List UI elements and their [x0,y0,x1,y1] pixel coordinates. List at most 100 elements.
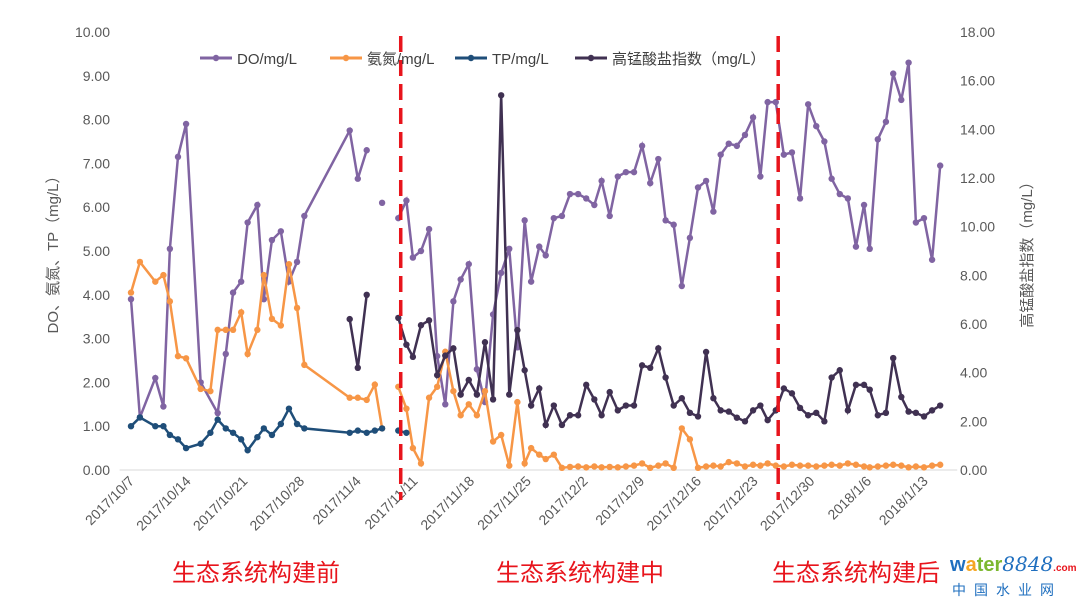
data-point-1 [550,451,558,458]
data-point-3 [686,409,694,417]
data-point-0 [174,153,182,161]
data-point-0 [566,190,574,198]
data-point-3 [550,402,558,409]
data-point-0 [912,219,920,226]
data-point-2 [277,420,285,428]
data-point-1 [521,460,528,467]
data-point-3 [874,412,882,419]
y-tick-label: 9.00 [83,68,110,84]
y-tick-label: 1.00 [83,418,110,434]
data-point-2 [136,414,144,421]
series-line-3 [397,95,941,430]
data-point-3 [860,381,868,389]
y2-tick-label: 0.00 [960,462,987,478]
data-point-0 [268,236,276,244]
data-point-1 [237,309,245,316]
data-point-2 [285,405,293,412]
data-point-0 [425,225,433,233]
data-point-0 [717,151,724,158]
legend-label-2: TP/mg/L [492,51,549,68]
data-point-1 [898,462,905,469]
data-point-3 [733,414,741,421]
data-point-0 [936,162,944,169]
data-point-1 [614,464,622,471]
data-point-3 [804,412,812,419]
data-point-1 [583,464,590,471]
data-point-2 [152,423,159,430]
data-point-1 [371,381,379,388]
data-point-0 [710,208,717,215]
x-tick-label: 2017/12/2 [535,473,591,529]
y-tick-label: 4.00 [83,287,110,303]
data-point-0 [821,138,828,145]
data-point-0 [780,151,788,158]
data-point-1 [866,464,873,471]
data-point-0 [182,120,190,128]
data-point-1 [749,461,757,468]
data-point-1 [506,462,513,469]
legend-marker-2 [467,54,475,62]
data-point-3 [710,395,717,402]
data-point-0 [542,252,549,259]
data-point-3 [465,376,472,384]
data-point-0 [764,98,771,106]
data-point-3 [844,407,852,414]
data-point-1 [301,361,308,369]
data-point-0 [866,245,873,253]
data-point-3 [583,381,590,389]
data-point-0 [686,234,694,242]
data-point-3 [912,409,920,417]
data-point-1 [574,463,582,470]
data-point-0 [882,118,890,125]
data-point-1 [725,458,732,466]
phase-label-during: 生态系统构建中 [496,559,664,587]
data-point-0 [521,217,528,224]
data-point-3 [514,326,521,334]
data-point-1 [214,326,221,334]
data-point-0 [844,195,852,202]
x-tick-label: 2017/12/30 [757,473,818,534]
data-point-1 [813,463,820,470]
x-tick-label: 2017/12/9 [592,473,648,529]
data-point-1 [764,460,771,467]
data-point-1 [566,463,574,471]
data-point-3 [425,317,433,324]
data-point-0 [725,140,732,147]
data-point-0 [694,184,702,191]
data-point-0 [222,350,229,358]
data-point-3 [780,385,788,392]
y-axis-title: DO、氨氮、TP（mg/L） [45,168,62,333]
data-point-1 [733,460,741,467]
data-point-1 [606,463,613,471]
data-point-2 [346,429,353,436]
data-point-0 [237,278,245,285]
data-point-1 [260,271,268,279]
data-point-0 [890,70,897,77]
data-point-0 [772,98,779,106]
data-point-1 [936,461,944,468]
data-point-2 [244,447,251,454]
y-tick-label: 3.00 [83,331,110,347]
data-point-3 [821,418,828,425]
data-point-2 [403,429,410,436]
data-point-0 [591,201,598,209]
data-point-1 [591,463,598,470]
data-point-0 [160,403,167,410]
data-point-3 [558,421,566,429]
y-tick-label: 5.00 [83,243,110,259]
watermark-logo: water8848.com [950,552,1077,576]
data-point-2 [166,431,174,439]
data-point-0 [293,258,301,266]
data-point-1 [836,462,843,469]
data-point-1 [222,326,229,334]
data-point-0 [598,177,605,185]
data-point-3 [489,396,497,403]
data-point-3 [363,291,370,298]
data-point-2 [127,423,135,430]
data-point-1 [403,405,410,412]
data-point-0 [506,245,513,253]
data-point-3 [928,407,936,414]
data-point-0 [244,219,251,226]
data-point-2 [182,444,190,452]
data-point-2 [197,440,204,447]
